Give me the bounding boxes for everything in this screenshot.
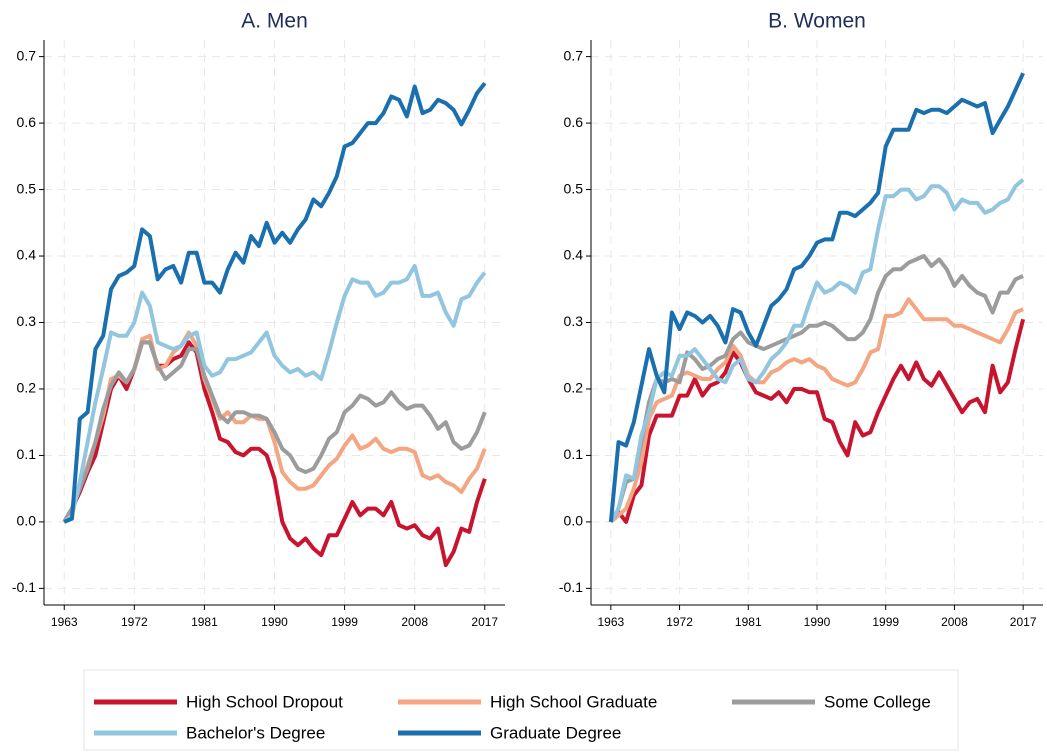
y-tick-label: -0.1: [559, 579, 583, 595]
y-tick-label: 0.2: [564, 380, 584, 396]
y-tick-label: -0.1: [12, 579, 36, 595]
legend-label: Some College: [824, 692, 931, 711]
y-tick-label: 0.3: [564, 313, 584, 329]
y-tick-label: 0.0: [17, 513, 37, 529]
series-line: [62, 340, 487, 523]
y-tick-label: 0.5: [17, 180, 37, 196]
series-line: [62, 264, 487, 524]
y-tick-label: 0.4: [564, 247, 584, 263]
x-tick-label: 1981: [191, 615, 218, 629]
x-tick-label: 2008: [941, 615, 968, 629]
y-tick-label: 0.6: [564, 114, 584, 130]
x-tick-label: 1990: [261, 615, 288, 629]
y-tick-label: 0.1: [17, 446, 37, 462]
series-line: [609, 318, 1026, 524]
y-tick-label: 0.7: [17, 47, 37, 63]
x-tick-label: 1981: [735, 615, 762, 629]
series-line: [608, 72, 1025, 523]
x-tick-label: 1963: [51, 615, 78, 629]
y-tick-label: 0.3: [17, 313, 37, 329]
y-tick-label: 0.4: [17, 247, 37, 263]
legend-label: High School Graduate: [490, 692, 657, 711]
y-tick-label: 0.7: [564, 47, 584, 63]
y-tick-label: 0.5: [564, 180, 584, 196]
x-tick-label: 1972: [666, 615, 693, 629]
legend-label: Bachelor's Degree: [186, 723, 325, 742]
chart-title: B. Women: [768, 10, 866, 33]
x-tick-label: 1963: [597, 615, 624, 629]
chart-title: A. Men: [241, 10, 308, 33]
series-line: [609, 178, 1025, 523]
series-line: [63, 81, 487, 524]
x-tick-label: 2017: [1010, 615, 1037, 629]
legend-label: High School Dropout: [186, 692, 343, 711]
y-tick-label: 0.0: [564, 513, 584, 529]
series-line: [609, 254, 1024, 523]
x-tick-label: 1999: [331, 615, 358, 629]
x-tick-label: 1972: [121, 615, 148, 629]
y-tick-label: 0.2: [17, 380, 37, 396]
x-tick-label: 1990: [804, 615, 831, 629]
x-tick-label: 1999: [872, 615, 899, 629]
x-tick-label: 2017: [471, 615, 498, 629]
y-tick-label: 0.6: [17, 114, 37, 130]
legend-label: Graduate Degree: [490, 723, 621, 742]
x-tick-label: 2008: [401, 615, 428, 629]
legend-box: [83, 669, 959, 751]
y-tick-label: 0.1: [564, 446, 584, 462]
